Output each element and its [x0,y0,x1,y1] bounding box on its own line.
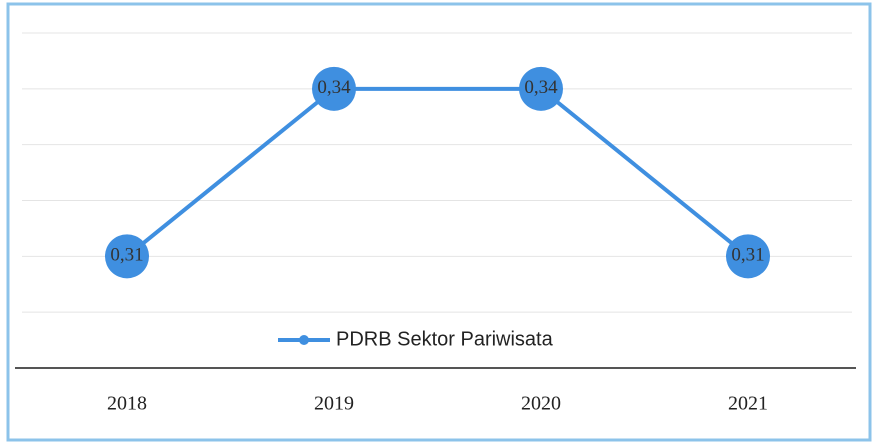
series-line [125,86,750,258]
legend-label: PDRB Sektor Pariwisata [336,328,554,350]
data-label: 0,31 [110,245,143,266]
point [519,66,563,111]
point [105,234,149,279]
data-label: 0,31 [731,245,764,266]
x-tick-label: 2021 [728,393,768,415]
data-label: 0,34 [317,77,351,98]
frame [6,2,872,442]
data-label: 0,34 [524,77,558,98]
x-tick-label: 2020 [521,393,561,415]
legend-marker [299,335,309,345]
point [312,66,356,111]
x-tick-label: 2018 [107,393,147,415]
point [726,234,770,279]
x-tick-label: 2019 [314,393,354,415]
